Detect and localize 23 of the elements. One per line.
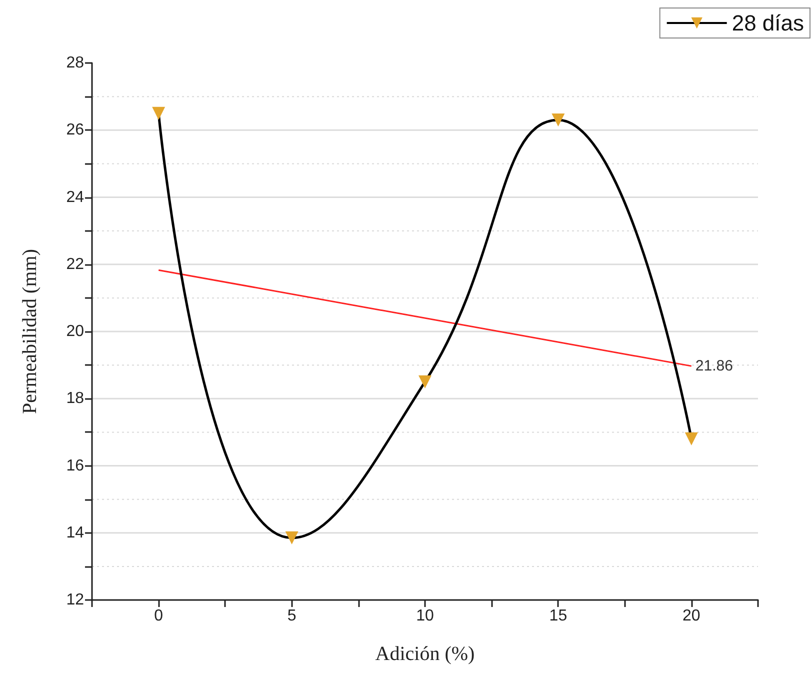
y-tick-label: 24 bbox=[66, 188, 84, 206]
x-axis-title: Adición (%) bbox=[375, 643, 475, 665]
legend-label: 28 días bbox=[732, 10, 804, 36]
x-tick-label: 20 bbox=[682, 608, 700, 624]
y-axis-title: Permeabilidad (mm) bbox=[19, 249, 41, 414]
point bbox=[552, 114, 565, 127]
y-tick-label: 26 bbox=[66, 122, 84, 139]
annotation: 21.86 bbox=[695, 358, 733, 375]
x-tick-label: 15 bbox=[549, 608, 568, 624]
x-tick-label: 0 bbox=[154, 608, 164, 624]
x-tick-label: 10 bbox=[416, 608, 434, 624]
point bbox=[418, 375, 432, 388]
point bbox=[152, 106, 166, 120]
point bbox=[285, 531, 298, 544]
y-tick-label: 12 bbox=[66, 592, 84, 608]
y-tick-label: 28 bbox=[66, 54, 84, 72]
y-tick-label: 20 bbox=[66, 323, 84, 340]
point bbox=[684, 432, 698, 446]
y-tick-label: 18 bbox=[66, 390, 84, 408]
x-tick-label: 5 bbox=[287, 608, 296, 624]
y-tick-label: 22 bbox=[66, 256, 84, 273]
y-tick-label: 14 bbox=[66, 524, 84, 542]
y-tick-label: 16 bbox=[66, 457, 84, 474]
